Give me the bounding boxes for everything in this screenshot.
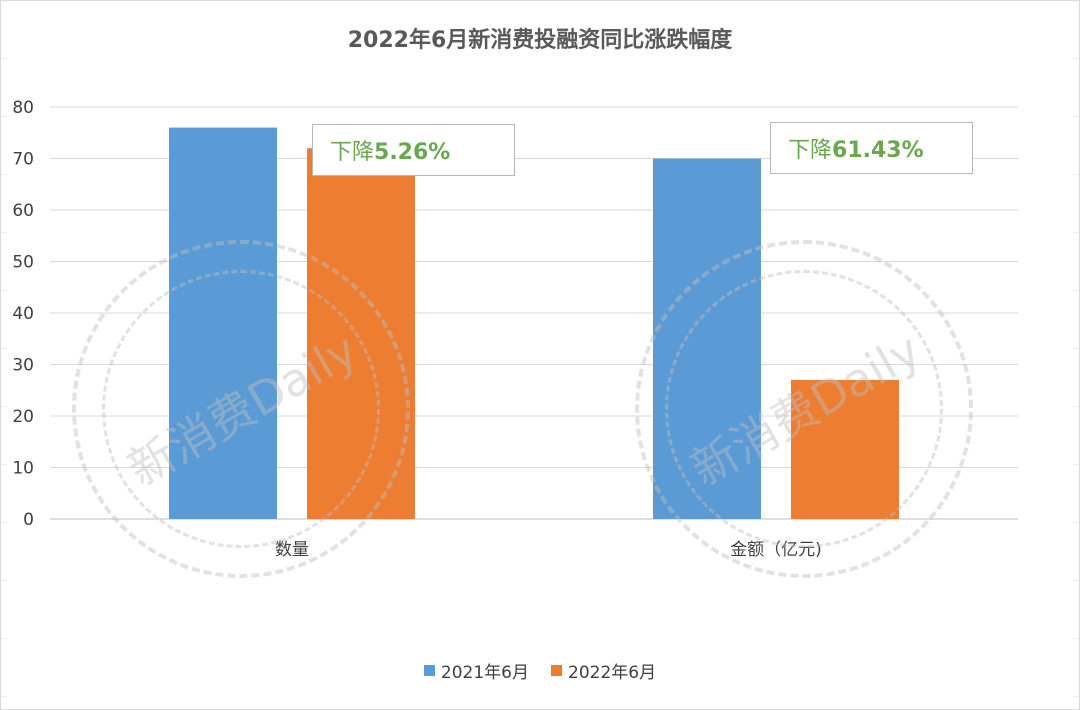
annotation-amount: 下降61.43% (770, 122, 973, 174)
legend-label: 2022年6月 (568, 663, 657, 683)
y-tick-label: 20 (12, 407, 34, 427)
y-tick-label: 30 (12, 356, 34, 376)
y-tick-label: 40 (12, 304, 34, 324)
annotation-prefix: 下降 (788, 138, 833, 163)
legend-item-2021: 2021年6月 (423, 658, 529, 683)
y-tick-label: 10 (12, 459, 34, 479)
chart-legend: 2021年6月 2022年6月 (0, 658, 1080, 683)
x-category-label: 金额（亿元) (730, 540, 822, 560)
bar-2022 (791, 379, 899, 519)
y-tick-label: 70 (12, 150, 34, 170)
legend-swatch-orange (551, 665, 562, 676)
y-tick-label: 50 (12, 253, 34, 273)
bar-2021 (169, 127, 277, 519)
y-tick-label: 0 (23, 510, 34, 530)
y-tick-label: 60 (12, 201, 34, 221)
legend-label: 2021年6月 (440, 663, 529, 683)
annotation-value: 5.26% (374, 140, 451, 165)
legend-swatch-blue (423, 665, 435, 676)
legend-item-2022: 2022年6月 (551, 658, 656, 683)
y-tick-label: 80 (12, 98, 34, 118)
annotation-value: 61.43% (832, 138, 924, 163)
annotation-prefix: 下降 (330, 140, 375, 165)
bar-2022 (307, 148, 415, 519)
bar-2021 (653, 158, 761, 519)
chart-title: 2022年6月新消费投融资同比涨跌幅度 (347, 28, 733, 53)
annotation-quantity: 下降5.26% (312, 124, 515, 176)
x-category-label: 数量 (275, 540, 309, 560)
